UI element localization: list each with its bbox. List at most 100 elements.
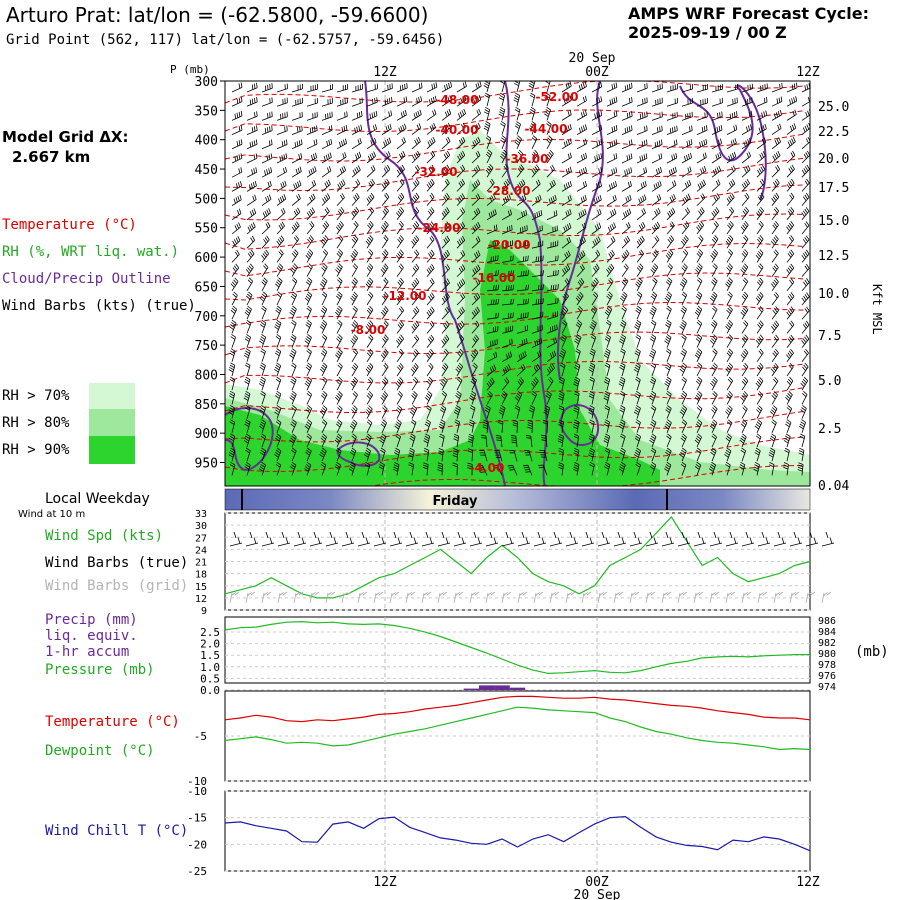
isotherm-line xyxy=(225,133,806,162)
wind-barb xyxy=(440,376,448,391)
wind-barb xyxy=(291,180,302,192)
isotherm-line xyxy=(225,157,806,192)
wind-barb xyxy=(680,235,689,249)
wind-barb xyxy=(740,348,749,363)
wind-barb xyxy=(456,376,463,391)
wind-barb xyxy=(441,81,453,93)
wind-barb xyxy=(541,434,548,448)
wind-barb xyxy=(636,180,647,192)
wind-barb xyxy=(651,153,663,164)
wind-barb xyxy=(546,284,559,292)
wind-barb xyxy=(711,138,722,150)
wind-barb xyxy=(726,138,737,150)
wind-barb xyxy=(467,433,474,448)
wind-barb xyxy=(621,208,632,221)
wind-barb xyxy=(636,153,648,164)
date-label-bottom: 20 Sep xyxy=(574,888,621,900)
pressure-tick-label: 850 xyxy=(195,398,218,413)
legend-wind-barbs-grid: Wind Barbs (grid) xyxy=(45,578,189,594)
wind-barb xyxy=(365,433,372,448)
wind-barb xyxy=(546,363,555,377)
wind-barb xyxy=(726,83,738,93)
wind-barb xyxy=(246,125,258,135)
wind-barb xyxy=(696,166,707,178)
wind-barb xyxy=(335,348,343,362)
wind-barb xyxy=(801,348,809,363)
wind-barb xyxy=(753,461,760,476)
wind-barb xyxy=(604,305,613,320)
wind-barb xyxy=(438,448,444,462)
wind-barb xyxy=(320,433,327,448)
wind-barb xyxy=(756,123,767,135)
wind-barb xyxy=(573,462,580,476)
wind-barb xyxy=(291,249,299,263)
wind-barb xyxy=(575,291,584,306)
wind-barb xyxy=(516,209,528,221)
wind-barb xyxy=(576,264,585,277)
wind-barb xyxy=(350,376,359,391)
wind-barb xyxy=(756,391,764,405)
wind-barb xyxy=(651,235,660,249)
wind-barb xyxy=(231,125,243,135)
wind-barb xyxy=(245,263,254,277)
wind-barb xyxy=(561,152,572,164)
wind-barb xyxy=(486,298,500,306)
legend-windchill: Wind Chill T (°C) xyxy=(45,823,189,839)
wind-barb xyxy=(514,81,521,93)
wind-barb xyxy=(366,419,373,433)
wind-tick-label: 27 xyxy=(195,533,207,544)
wind-barb xyxy=(801,263,810,277)
wind-barb xyxy=(514,405,521,419)
isotherm-line xyxy=(225,360,806,384)
wind-barb xyxy=(576,208,587,221)
wind-barb xyxy=(558,391,565,405)
wind-barb xyxy=(289,433,297,448)
wind-barb xyxy=(680,390,688,405)
wind-barb-grid xyxy=(293,591,304,604)
wind-barb xyxy=(319,362,328,377)
wind-barb xyxy=(456,108,467,121)
wind-barb xyxy=(336,447,342,462)
wind-barb-grid xyxy=(533,591,544,604)
wind-barb xyxy=(546,194,557,206)
wind-barb xyxy=(696,111,708,121)
wind-barb xyxy=(618,461,626,476)
wind-barb xyxy=(621,111,633,121)
wind-barb xyxy=(246,139,258,150)
wind-barb xyxy=(711,263,718,277)
wind-barb xyxy=(484,106,491,121)
wind-barb xyxy=(351,192,360,206)
wind-barb xyxy=(441,136,451,150)
wind-barb xyxy=(711,220,719,235)
wind-barb xyxy=(381,83,393,93)
wind-barb xyxy=(471,136,481,150)
wind-barb xyxy=(769,433,777,448)
wind-barb xyxy=(696,319,703,334)
wind-barb-grid xyxy=(741,591,752,604)
wind-barb xyxy=(694,305,703,320)
wind-barb xyxy=(696,277,703,291)
legend-cloud: Cloud/Precip Outline xyxy=(2,271,171,287)
temp-tick-label: -5 xyxy=(194,730,207,743)
wind-barb xyxy=(516,194,527,206)
wind-barb xyxy=(231,236,241,249)
wind-barb xyxy=(696,235,704,249)
wind-barb xyxy=(756,110,768,121)
wind-barb xyxy=(651,125,663,135)
wind-barb xyxy=(786,376,794,391)
wind-barb xyxy=(471,264,481,277)
wind-barb xyxy=(485,164,494,178)
legend-wind-spd: Wind Spd (kts) xyxy=(45,528,164,544)
isotherm-line xyxy=(225,436,806,472)
wind-barb xyxy=(531,210,543,221)
wind-barb xyxy=(259,291,268,306)
precip-tick-label: 2.0 xyxy=(200,638,220,651)
wind-barb xyxy=(486,209,497,221)
wind-barb xyxy=(801,136,810,150)
wind-barb xyxy=(501,391,508,405)
wind-barb xyxy=(380,220,389,235)
wind-barb xyxy=(274,319,282,334)
wind-barb-grid xyxy=(517,591,528,604)
